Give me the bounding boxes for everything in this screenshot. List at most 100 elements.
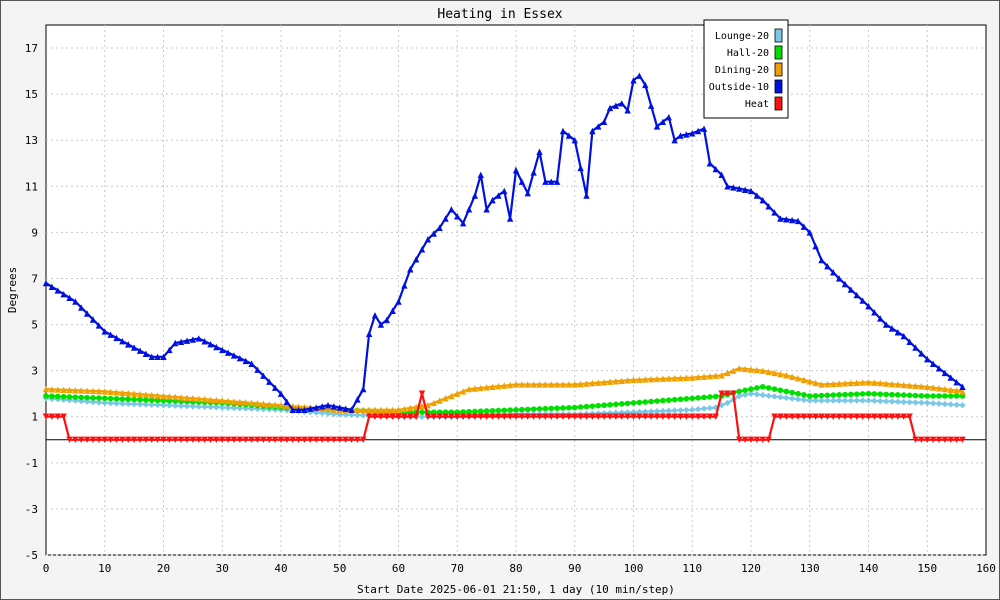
- data-point: [706, 404, 714, 412]
- data-point: [859, 413, 866, 420]
- data-point: [495, 383, 502, 390]
- data-point: [759, 436, 766, 443]
- data-point: [847, 379, 855, 387]
- data-point: [741, 365, 749, 373]
- data-point: [524, 413, 531, 420]
- data-point: [54, 393, 61, 400]
- data-point: [818, 413, 825, 420]
- data-point: [536, 381, 543, 388]
- data-point: [853, 397, 860, 404]
- data-point: [183, 337, 191, 344]
- data-point: [436, 397, 443, 404]
- data-point: [865, 378, 872, 386]
- data-point: [848, 391, 854, 398]
- data-point: [665, 375, 672, 382]
- data-point: [718, 372, 725, 379]
- data-point: [506, 215, 514, 222]
- data-point: [571, 381, 578, 388]
- data-point: [865, 397, 872, 404]
- data-point: [348, 411, 355, 419]
- data-point: [130, 400, 138, 408]
- data-point: [183, 436, 191, 443]
- data-point: [841, 380, 849, 387]
- data-point: [747, 390, 755, 397]
- data-point: [571, 137, 578, 144]
- data-point: [154, 401, 161, 409]
- y-tick-label: 5: [31, 319, 38, 332]
- data-point: [424, 236, 432, 243]
- data-point: [847, 413, 855, 420]
- data-point: [953, 401, 960, 409]
- data-point: [354, 411, 361, 419]
- data-point: [160, 436, 167, 443]
- data-point: [818, 397, 825, 404]
- data-point: [542, 413, 549, 420]
- data-point: [125, 341, 132, 348]
- data-point: [560, 405, 566, 411]
- data-point: [224, 436, 232, 443]
- data-point: [906, 413, 913, 420]
- data-point: [912, 399, 919, 406]
- y-tick-label: 17: [25, 42, 38, 55]
- data-point: [501, 382, 508, 389]
- data-point: [213, 396, 220, 404]
- data-point: [935, 385, 943, 392]
- data-point: [354, 406, 361, 414]
- data-point: [712, 393, 719, 400]
- legend-label: Hall-20: [727, 48, 769, 59]
- y-tick-label: -1: [25, 457, 38, 470]
- data-point: [941, 385, 949, 393]
- data-point: [613, 401, 619, 408]
- data-point: [835, 275, 843, 282]
- data-point: [583, 192, 590, 199]
- data-point: [930, 393, 936, 399]
- data-point: [936, 393, 942, 399]
- data-point: [830, 380, 837, 388]
- data-point: [254, 366, 261, 373]
- data-point: [630, 400, 637, 406]
- data-point: [654, 398, 660, 404]
- data-point: [583, 403, 590, 410]
- data-point: [489, 383, 496, 390]
- data-point: [518, 381, 526, 388]
- data-point: [794, 396, 802, 403]
- data-point: [771, 386, 778, 392]
- data-point: [313, 436, 320, 443]
- data-point: [477, 408, 484, 415]
- data-point: [900, 413, 907, 420]
- data-point: [671, 413, 678, 420]
- data-point: [694, 373, 702, 381]
- data-point: [95, 322, 103, 329]
- data-point: [771, 413, 778, 420]
- data-point: [959, 388, 966, 395]
- data-point: [912, 392, 919, 399]
- data-point: [706, 372, 714, 380]
- data-point: [95, 387, 103, 395]
- data-point: [824, 380, 831, 388]
- data-point: [695, 395, 701, 401]
- data-point: [806, 378, 813, 385]
- y-tick-label: 11: [25, 180, 38, 193]
- data-point: [254, 436, 261, 443]
- data-point: [501, 413, 508, 420]
- data-point: [542, 381, 549, 388]
- data-point: [412, 413, 420, 420]
- y-tick-label: 7: [31, 272, 38, 285]
- data-point: [354, 436, 361, 443]
- data-point: [753, 436, 761, 443]
- data-point: [600, 378, 608, 386]
- data-point: [119, 436, 126, 443]
- data-point: [894, 398, 902, 405]
- data-point: [812, 413, 819, 420]
- data-point: [295, 403, 302, 410]
- data-point: [542, 405, 549, 412]
- data-point: [771, 369, 778, 377]
- data-point: [324, 405, 332, 413]
- data-point: [330, 403, 338, 410]
- data-point: [495, 413, 502, 420]
- data-point: [154, 436, 161, 443]
- data-point: [66, 386, 73, 394]
- series-outside-10: [42, 72, 966, 414]
- data-point: [741, 186, 749, 193]
- data-point: [877, 391, 884, 397]
